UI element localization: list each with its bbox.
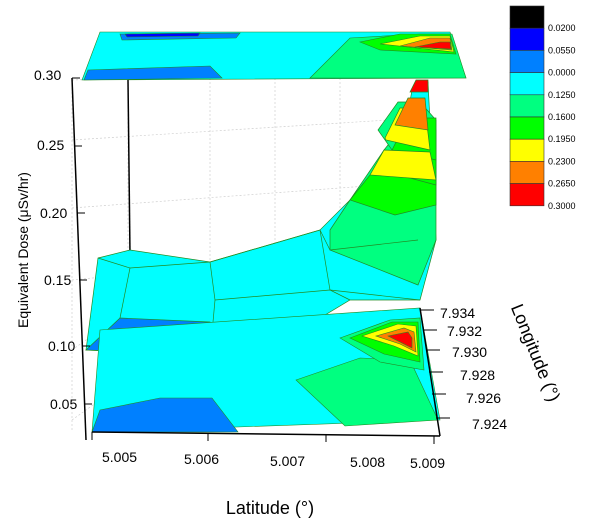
legend-swatch <box>509 116 545 140</box>
z-tick-label: 0.25 <box>37 137 64 153</box>
legend-swatch <box>509 5 545 29</box>
z-tick-label: 0.10 <box>48 338 75 354</box>
legend-label: 0.1250 <box>548 90 576 100</box>
z-tick-label: 0.15 <box>44 272 71 288</box>
legend-label: 0.3000 <box>548 201 576 211</box>
legend-swatch <box>509 27 545 51</box>
x-tick-label: 5.006 <box>184 451 219 467</box>
x-axis-title: Latitude (°) <box>226 498 314 518</box>
x-tick-label: 5.005 <box>102 449 137 465</box>
z-tick-label: 0.30 <box>34 67 61 83</box>
y-tick-label: 7.924 <box>472 416 507 432</box>
y-tick-label: 7.932 <box>447 323 482 339</box>
x-tick-label: 5.007 <box>270 453 305 469</box>
y-tick-label: 7.934 <box>440 305 475 321</box>
z-tick-label: 0.20 <box>40 205 67 221</box>
y-ticks <box>420 309 450 419</box>
legend-swatch <box>509 72 545 96</box>
legend-swatch <box>509 50 545 73</box>
legend-label: 0.2650 <box>548 179 576 189</box>
x-ticks <box>91 432 435 444</box>
legend-label: 0.0200 <box>548 23 576 33</box>
legend-label: 0.1950 <box>548 134 576 144</box>
y-axis-title: Longitude (°) <box>507 301 564 404</box>
x-tick-label: 5.009 <box>410 455 445 471</box>
legend-swatch <box>509 138 545 162</box>
x-tick-label: 5.008 <box>350 454 385 470</box>
z-axis <box>71 77 131 441</box>
top-contour-plane <box>81 31 467 81</box>
legend-swatch <box>509 161 545 184</box>
legend-label: 0.0000 <box>548 68 576 78</box>
legend-label: 0.0550 <box>548 45 576 55</box>
z-tick-label: 0.05 <box>50 396 77 412</box>
z-ticks <box>72 77 92 405</box>
bottom-contour-plane <box>91 307 441 433</box>
y-tick-label: 7.928 <box>460 367 495 383</box>
legend-swatch <box>509 183 545 207</box>
z-axis-title: Equivalent Dose (μSv/hr) <box>15 172 31 328</box>
color-legend: 0.0200 0.0550 0.0000 0.1250 0.1600 0.1950 0.23… <box>509 5 576 211</box>
y-tick-label: 7.930 <box>452 344 487 360</box>
legend-label: 0.2300 <box>548 156 576 166</box>
y-tick-label: 7.926 <box>466 390 501 406</box>
legend-swatch <box>509 94 545 118</box>
legend-label: 0.1600 <box>548 112 576 122</box>
